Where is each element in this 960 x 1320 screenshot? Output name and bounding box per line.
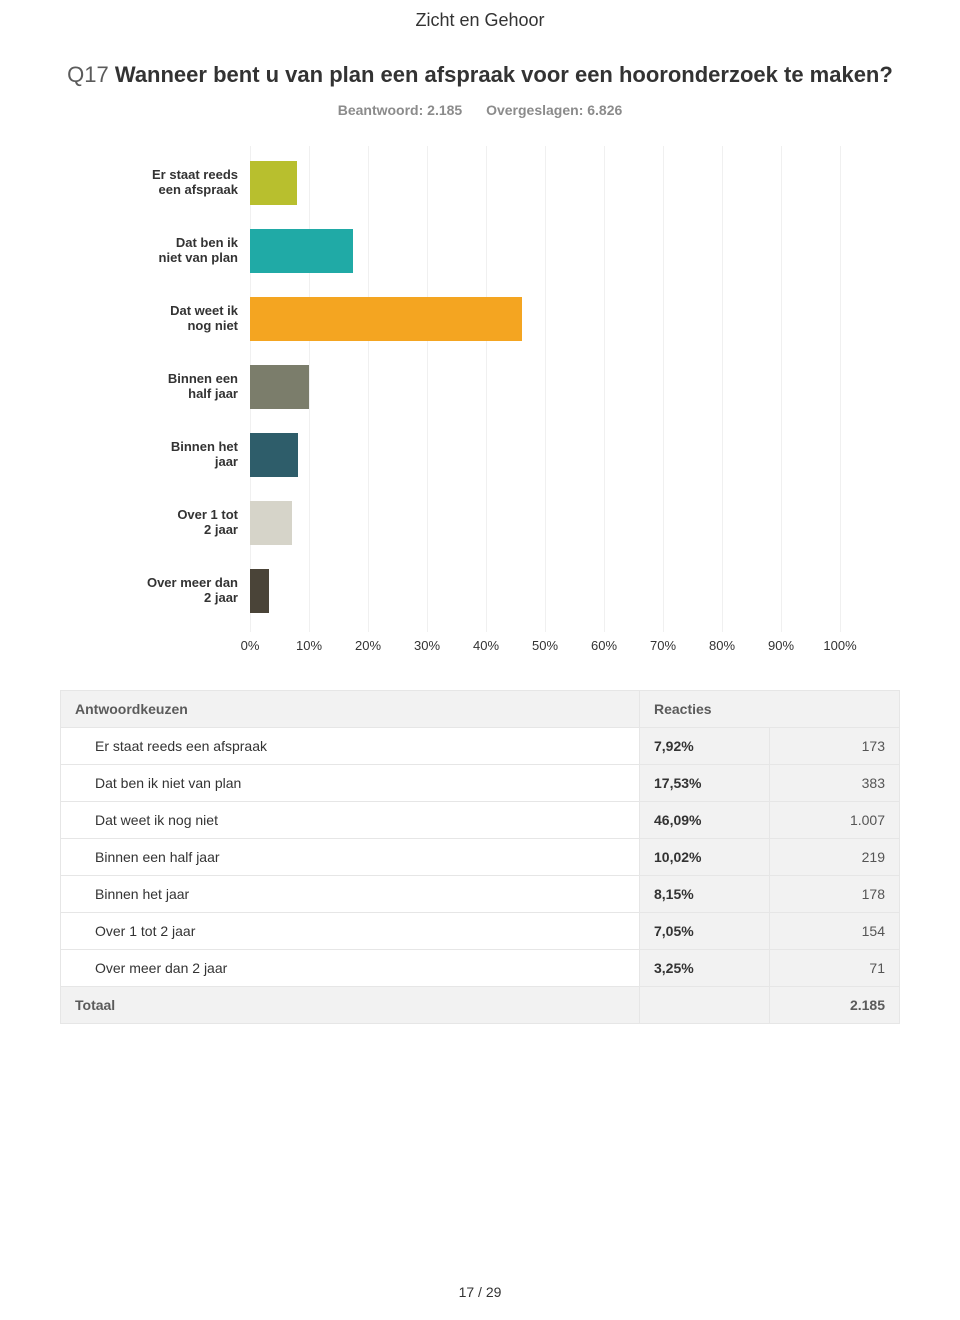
- page-number: 17 / 29: [60, 1284, 900, 1300]
- x-tick-label: 50%: [532, 638, 558, 653]
- row-label: Dat weet ik nog niet: [61, 801, 640, 838]
- response-meta: Beantwoord: 2.185 Overgeslagen: 6.826: [60, 102, 900, 118]
- bar-label: Over meer dan2 jaar: [100, 576, 250, 606]
- chart-row: Over meer dan2 jaar: [250, 564, 840, 618]
- row-percent: 3,25%: [640, 949, 770, 986]
- total-value: 2.185: [770, 986, 900, 1023]
- chart-row: Er staat reedseen afspraak: [250, 156, 840, 210]
- results-table: Antwoordkeuzen Reacties Er staat reeds e…: [60, 690, 900, 1024]
- bar-label: Over 1 tot2 jaar: [100, 508, 250, 538]
- bar: [250, 501, 292, 545]
- row-count: 154: [770, 912, 900, 949]
- skipped-label: Overgeslagen:: [486, 102, 583, 118]
- x-tick-label: 20%: [355, 638, 381, 653]
- bar-chart: Er staat reedseen afspraakDat ben ikniet…: [100, 146, 860, 660]
- table-row: Binnen een half jaar10,02%219: [61, 838, 900, 875]
- question-text: Wanneer bent u van plan een afspraak voo…: [115, 62, 893, 87]
- question-title: Q17 Wanneer bent u van plan een afspraak…: [60, 61, 900, 90]
- x-tick-label: 60%: [591, 638, 617, 653]
- row-label: Binnen een half jaar: [61, 838, 640, 875]
- bar-label: Dat weet iknog niet: [100, 304, 250, 334]
- bar: [250, 161, 297, 205]
- row-label: Binnen het jaar: [61, 875, 640, 912]
- row-percent: 7,92%: [640, 727, 770, 764]
- row-count: 173: [770, 727, 900, 764]
- x-tick-label: 10%: [296, 638, 322, 653]
- table-row: Over meer dan 2 jaar3,25%71: [61, 949, 900, 986]
- row-count: 178: [770, 875, 900, 912]
- x-tick-label: 30%: [414, 638, 440, 653]
- row-count: 1.007: [770, 801, 900, 838]
- col-header-choices: Antwoordkeuzen: [61, 690, 640, 727]
- row-label: Er staat reeds een afspraak: [61, 727, 640, 764]
- bar-label: Dat ben ikniet van plan: [100, 236, 250, 266]
- total-label: Totaal: [61, 986, 640, 1023]
- col-header-reactions: Reacties: [640, 690, 900, 727]
- x-tick-label: 40%: [473, 638, 499, 653]
- answered-value: 2.185: [427, 102, 462, 118]
- x-tick-label: 100%: [823, 638, 856, 653]
- table-row: Dat ben ik niet van plan17,53%383: [61, 764, 900, 801]
- gridline: [840, 146, 841, 632]
- chart-row: Over 1 tot2 jaar: [250, 496, 840, 550]
- x-tick-label: 80%: [709, 638, 735, 653]
- chart-row: Dat weet iknog niet: [250, 292, 840, 346]
- row-count: 383: [770, 764, 900, 801]
- chart-row: Binnen eenhalf jaar: [250, 360, 840, 414]
- bar: [250, 569, 269, 613]
- row-percent: 46,09%: [640, 801, 770, 838]
- bar: [250, 297, 522, 341]
- table-row: Binnen het jaar8,15%178: [61, 875, 900, 912]
- table-row: Dat weet ik nog niet46,09%1.007: [61, 801, 900, 838]
- table-row: Er staat reeds een afspraak7,92%173: [61, 727, 900, 764]
- table-row: Over 1 tot 2 jaar7,05%154: [61, 912, 900, 949]
- row-percent: 17,53%: [640, 764, 770, 801]
- row-count: 219: [770, 838, 900, 875]
- answered-label: Beantwoord:: [338, 102, 424, 118]
- question-number: Q17: [67, 62, 109, 87]
- bar: [250, 229, 353, 273]
- row-percent: 10,02%: [640, 838, 770, 875]
- bar: [250, 365, 309, 409]
- row-label: Over 1 tot 2 jaar: [61, 912, 640, 949]
- bar: [250, 433, 298, 477]
- row-count: 71: [770, 949, 900, 986]
- skipped-value: 6.826: [587, 102, 622, 118]
- bar-label: Binnen hetjaar: [100, 440, 250, 470]
- x-tick-label: 70%: [650, 638, 676, 653]
- row-percent: 8,15%: [640, 875, 770, 912]
- row-label: Dat ben ik niet van plan: [61, 764, 640, 801]
- chart-row: Binnen hetjaar: [250, 428, 840, 482]
- row-label: Over meer dan 2 jaar: [61, 949, 640, 986]
- x-tick-label: 90%: [768, 638, 794, 653]
- x-tick-label: 0%: [241, 638, 260, 653]
- bar-label: Binnen eenhalf jaar: [100, 372, 250, 402]
- bar-label: Er staat reedseen afspraak: [100, 168, 250, 198]
- chart-row: Dat ben ikniet van plan: [250, 224, 840, 278]
- document-title: Zicht en Gehoor: [60, 10, 900, 31]
- row-percent: 7,05%: [640, 912, 770, 949]
